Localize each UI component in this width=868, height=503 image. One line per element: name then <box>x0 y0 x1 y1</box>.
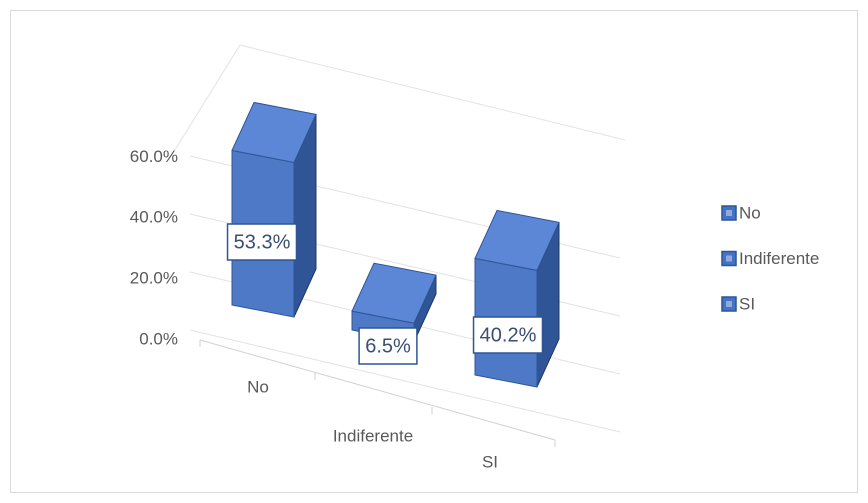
chart-border <box>10 10 858 493</box>
y-tick-label: 20.0% <box>130 269 178 288</box>
legend-label: Indiferente <box>739 249 819 268</box>
grid-line <box>189 329 621 433</box>
data-label-box <box>472 316 544 354</box>
wall-edge <box>169 44 241 159</box>
legend-swatch-inner <box>726 210 732 216</box>
x-tick-label: SI <box>482 452 498 471</box>
data-label: 40.2% <box>480 324 537 346</box>
y-tick-label: 60.0% <box>130 147 178 166</box>
bar-top <box>231 101 317 163</box>
legend-label: No <box>739 203 761 222</box>
bar-top <box>351 262 437 324</box>
legend-swatch-inner <box>726 255 732 262</box>
y-tick-label: 0.0% <box>139 329 178 348</box>
wall-top <box>239 44 626 141</box>
x-tick-label: No <box>247 377 269 396</box>
data-label: 6.5% <box>365 335 411 357</box>
x-tick-label: Indiferente <box>333 426 413 445</box>
bar-top <box>474 209 560 271</box>
data-label-box <box>226 223 298 261</box>
bar <box>231 101 317 318</box>
y-tick-label: 40.0% <box>130 208 178 227</box>
data-label-box <box>358 327 418 365</box>
legend-swatch-inner <box>726 301 732 307</box>
bar <box>474 209 560 388</box>
data-label: 53.3% <box>234 231 291 253</box>
legend-label: SI <box>739 294 755 313</box>
x-axis <box>199 339 556 441</box>
